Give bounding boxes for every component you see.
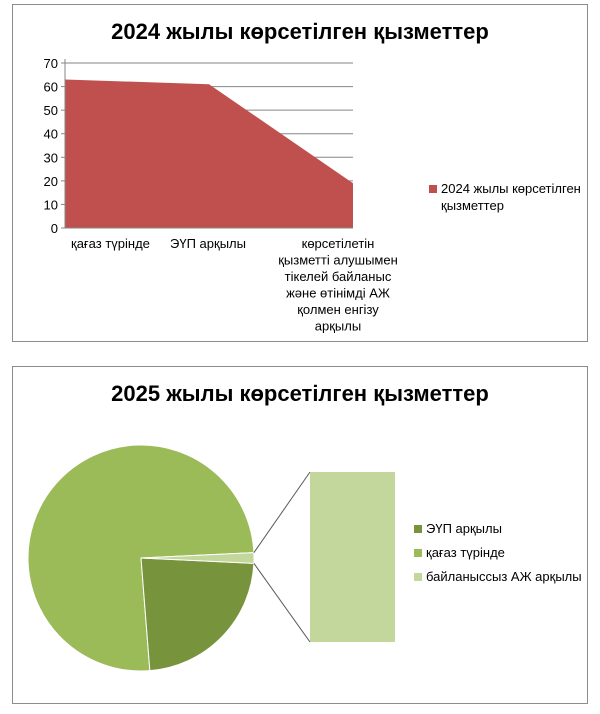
y-tick-label: 10 — [44, 197, 58, 212]
legend-label-line: қызметтер — [441, 198, 504, 213]
data-point — [207, 82, 211, 86]
pie-slice-eup — [140, 557, 255, 672]
x-category-label-line: тікелей байланыс — [285, 269, 392, 284]
connector-line-bottom — [253, 563, 311, 643]
x-category-label-line: қызметті алушымен — [278, 253, 398, 268]
y-tick-label: 0 — [51, 221, 58, 236]
x-category-label-line: ЭҮП арқылы — [170, 236, 246, 251]
legend-label-line: 2024 жылы көрсетілген — [441, 181, 581, 196]
secondary-bar-contactless — [310, 472, 395, 642]
y-tick-label: 30 — [44, 150, 58, 165]
area-chart-2024: 2024 жылы көрсетілген қызметтер 0 10 20 30 4… — [12, 4, 588, 342]
pie-slice-contactless — [140, 552, 255, 564]
x-category-label-line: арқылы — [315, 319, 361, 334]
y-tick-label: 20 — [44, 174, 58, 189]
x-category-label-line: көрсетілетін — [302, 236, 375, 251]
y-tick-label: 70 — [44, 56, 58, 71]
connector-line-top — [253, 471, 311, 553]
legend-swatch — [414, 573, 422, 581]
chart-title-2024: 2024 жылы көрсетілген қызметтер — [111, 19, 489, 44]
area-chart-2024-plot: 0 10 20 30 40 50 60 70 қағаз түрінде ЭҮП арқылы кө… — [44, 56, 581, 334]
y-tick-label: 60 — [44, 80, 58, 95]
legend-swatch — [429, 185, 437, 193]
legend-label: байланыссыз АЖ арқылы — [426, 569, 582, 584]
area-series-2024 — [65, 79, 353, 228]
chart-title-2025: 2025 жылы көрсетілген қызметтер — [111, 381, 489, 406]
pie-chart-2025-plot: ЭҮП арқылы қағаз түрінде байланыссыз АЖ ар… — [27, 444, 582, 672]
x-category-label: ЭҮП арқылы — [170, 236, 246, 251]
legend-swatch — [414, 549, 422, 557]
legend-swatch — [414, 525, 422, 533]
legend-label: қағаз түрінде — [426, 545, 505, 560]
legend-label: ЭҮП арқылы — [426, 521, 502, 536]
legend-label: 2024 жылы көрсетілген қызметтер — [441, 181, 581, 213]
data-point — [351, 181, 355, 185]
y-tick-label: 50 — [44, 103, 58, 118]
x-category-label-line: қағаз түрінде — [71, 236, 150, 251]
y-tick-label: 40 — [44, 127, 58, 142]
x-category-label: көрсетілетін қызметті алушымен тікелей бай… — [278, 236, 398, 334]
pie-chart-2025: 2025 жылы көрсетілген қызметтер ЭҮП арқы… — [12, 366, 588, 704]
x-category-label: қағаз түрінде — [71, 236, 150, 251]
x-category-label-line: және өтінімді АЖ — [286, 286, 390, 301]
x-category-label-line: қолмен енгізу — [297, 302, 379, 317]
